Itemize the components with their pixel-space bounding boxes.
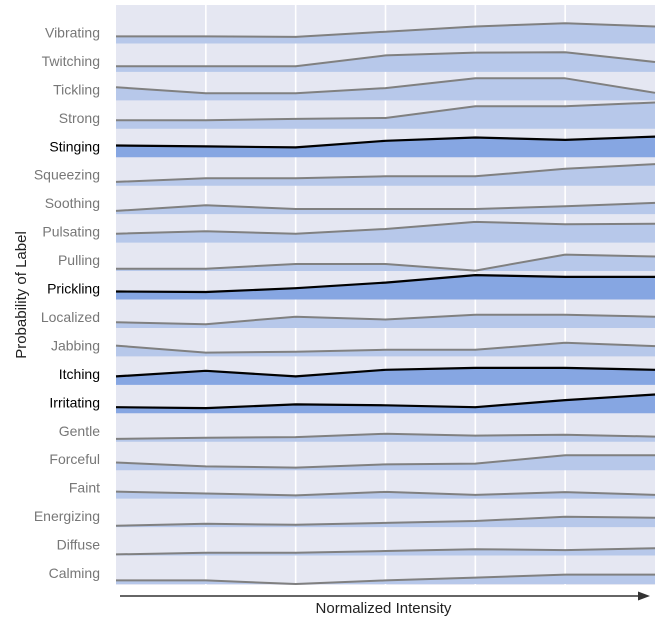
category-label-pulsating: Pulsating bbox=[42, 224, 100, 240]
ridge-faint bbox=[115, 490, 656, 499]
ridge-tickling bbox=[115, 77, 656, 101]
ridge-pulsating bbox=[115, 220, 656, 243]
ridge-area-irritating bbox=[116, 394, 655, 414]
ridge-area-localized bbox=[116, 314, 655, 328]
ridge-line-tickling bbox=[115, 77, 656, 95]
ridge-line-gentle bbox=[115, 432, 656, 440]
category-labels: Vibrating Twitching Tickling Strong Stinging… bbox=[34, 24, 100, 581]
ridge-line-forceful bbox=[115, 454, 655, 469]
category-label-calming: Calming bbox=[49, 565, 100, 581]
ridge-squeezing bbox=[115, 163, 656, 186]
category-label-gentle: Gentle bbox=[59, 423, 100, 439]
ridge-area-strong bbox=[116, 102, 655, 129]
ridge-line-calming bbox=[116, 573, 655, 585]
ridge-area-squeezing bbox=[116, 164, 655, 186]
category-label-strong: Strong bbox=[59, 110, 100, 126]
category-label-localized: Localized bbox=[41, 309, 100, 325]
ridge-itching bbox=[115, 366, 656, 385]
category-label-stinging: Stinging bbox=[49, 138, 100, 154]
ridge-line-soothing bbox=[115, 201, 656, 212]
ridge-forceful bbox=[115, 454, 655, 471]
ridge-line-pulsating bbox=[115, 220, 656, 235]
ridge-line-itching bbox=[115, 366, 656, 378]
ridge-area-faint bbox=[116, 491, 655, 499]
ridge-pulling bbox=[116, 253, 656, 272]
ridge-stinging bbox=[115, 135, 656, 158]
ridge-prickling bbox=[115, 274, 655, 300]
ridge-line-localized bbox=[115, 313, 656, 326]
ridge-line-twitching bbox=[116, 51, 656, 68]
ridge-area-itching bbox=[116, 367, 655, 385]
ridge-line-stinging bbox=[115, 135, 656, 149]
x-axis-label: Normalized Intensity bbox=[316, 600, 452, 617]
ridge-area-vibrating bbox=[116, 23, 655, 44]
category-label-irritating: Irritating bbox=[49, 394, 100, 410]
ridge-line-squeezing bbox=[115, 163, 656, 183]
x-axis-arrowhead bbox=[638, 591, 650, 601]
ridge-line-jabbing bbox=[115, 341, 656, 354]
category-label-vibrating: Vibrating bbox=[45, 24, 100, 40]
ridge-line-diffuse bbox=[115, 547, 656, 556]
category-label-forceful: Forceful bbox=[49, 451, 100, 467]
x-axis: Normalized Intensity bbox=[120, 591, 650, 617]
ridge-gentle bbox=[115, 432, 656, 442]
category-label-tickling: Tickling bbox=[53, 81, 100, 97]
ridge-twitching bbox=[116, 51, 656, 72]
category-label-squeezing: Squeezing bbox=[34, 167, 100, 183]
ridge-vibrating bbox=[116, 22, 656, 44]
ridge-soothing bbox=[115, 201, 656, 215]
ridge-strong bbox=[116, 101, 656, 129]
ridge-area-stinging bbox=[116, 136, 655, 158]
category-label-twitching: Twitching bbox=[42, 53, 100, 69]
ridge-area-forceful bbox=[116, 455, 655, 471]
ridge-area-soothing bbox=[116, 202, 655, 215]
ridge-line-strong bbox=[116, 101, 656, 122]
ridge-area-pulsating bbox=[116, 221, 655, 243]
ridge-line-prickling bbox=[115, 274, 655, 294]
ridge-calming bbox=[116, 573, 655, 585]
category-label-itching: Itching bbox=[59, 366, 100, 382]
ridge-line-irritating bbox=[115, 393, 656, 410]
ridge-line-faint bbox=[115, 490, 656, 497]
category-label-faint: Faint bbox=[69, 480, 100, 496]
ridge-area-prickling bbox=[116, 275, 655, 300]
y-axis-label: Probability of Label bbox=[13, 231, 30, 359]
ridge-line-energizing bbox=[115, 515, 656, 527]
category-label-soothing: Soothing bbox=[45, 195, 100, 211]
ridge-line-vibrating bbox=[116, 22, 656, 38]
ridge-irritating bbox=[115, 393, 656, 414]
category-label-energizing: Energizing bbox=[34, 508, 100, 524]
category-label-pulling: Pulling bbox=[58, 252, 100, 268]
ridge-localized bbox=[115, 313, 656, 328]
ridge-diffuse bbox=[115, 547, 656, 556]
category-label-diffuse: Diffuse bbox=[57, 537, 101, 553]
ridge-jabbing bbox=[115, 341, 656, 357]
ridge-line-pulling bbox=[116, 253, 656, 272]
ridge-energizing bbox=[115, 515, 656, 528]
category-label-prickling: Prickling bbox=[47, 281, 100, 297]
ridge-area-tickling bbox=[116, 78, 655, 101]
ridges bbox=[115, 22, 656, 585]
category-label-jabbing: Jabbing bbox=[51, 337, 100, 353]
